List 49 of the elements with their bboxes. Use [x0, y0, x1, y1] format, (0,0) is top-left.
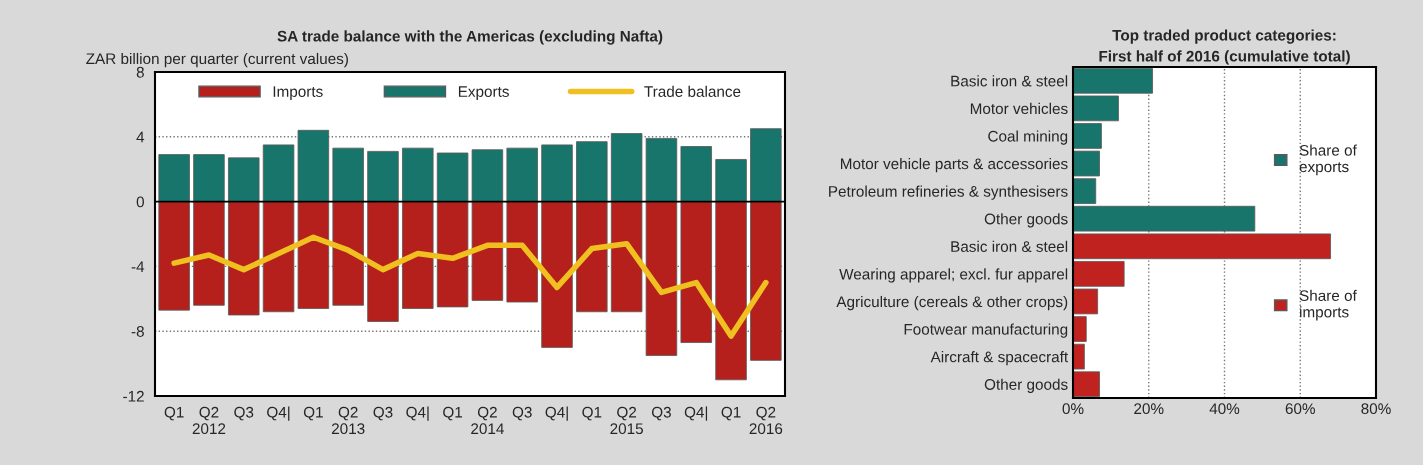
y-tick-label: Aircraft & spacecraft [930, 351, 1069, 366]
y-tick-label: Motor vehicles [970, 102, 1068, 115]
y-tick-label: Other goods [984, 378, 1068, 393]
x-tick-label: Q1 [721, 406, 741, 421]
x-tick-label: Q2 2016 [749, 406, 783, 435]
chart-title: Top traded product categories: First half of 2016 (cumulative total) [1099, 29, 1350, 65]
x-tick-label: 80% [1361, 403, 1391, 415]
x-tick-label: 60% [1285, 403, 1315, 415]
x-tick-label: Q2 2014 [471, 406, 504, 435]
x-tick-label: 0% [1062, 403, 1084, 415]
x-tick-label: Q4| [684, 406, 708, 421]
y-tick-label: 4 [136, 131, 145, 143]
y-tick-label: Basic iron & steel [951, 75, 1068, 87]
y-tick-label: Agriculture (cereals & other crops) [836, 295, 1068, 311]
y-tick-label: -12 [123, 390, 144, 402]
y-tick-label: Petroleum refineries & synthesisers [829, 185, 1068, 200]
legend-label: Exports [458, 86, 509, 100]
legend-label: Share of imports [1299, 289, 1357, 321]
legend-label: Share of exports [1299, 144, 1357, 176]
x-tick-label: Q1 [443, 406, 463, 421]
y-axis-title: ZAR billion per quarter (current values) [86, 52, 348, 68]
x-tick-label: Q3 [512, 406, 532, 421]
y-tick-label: Footwear manufacturing [904, 323, 1068, 338]
x-tick-label: Q1 [582, 406, 602, 421]
chart-title: SA trade balance with the Americas (excluding Nafta) [277, 30, 663, 45]
x-tick-label: Q4| [267, 406, 290, 421]
x-tick-label: Q4| [406, 406, 429, 421]
y-tick-label: -8 [131, 326, 144, 337]
y-tick-label: 8 [136, 66, 144, 78]
y-tick-label: Wearing apparel; excl. fur apparel [839, 268, 1068, 283]
x-tick-label: Q3 [373, 406, 393, 421]
y-tick-label: Coal mining [988, 130, 1068, 145]
x-tick-label: Q1 [164, 406, 184, 421]
y-tick-label: -4 [131, 261, 145, 272]
x-tick-label: Q4| [545, 406, 568, 421]
x-tick-label: Q2 2015 [610, 406, 643, 435]
x-tick-label: Q1 [303, 406, 323, 421]
y-tick-label: Other goods [984, 213, 1068, 228]
x-tick-label: Q3 [651, 406, 671, 421]
y-tick-label: Motor vehicle parts & accessories [841, 158, 1068, 173]
y-tick-label: 0 [136, 196, 144, 208]
x-tick-label: Q2 2012 [192, 406, 226, 435]
x-tick-label: Q3 [234, 406, 254, 421]
legend-label: Trade balance [644, 85, 741, 97]
x-tick-label: 40% [1209, 403, 1240, 415]
x-tick-label: 20% [1134, 403, 1164, 415]
x-tick-label: Q2 2013 [331, 406, 365, 435]
legend-label: Imports [273, 86, 323, 100]
y-tick-label: Basic iron & steel [951, 240, 1068, 252]
